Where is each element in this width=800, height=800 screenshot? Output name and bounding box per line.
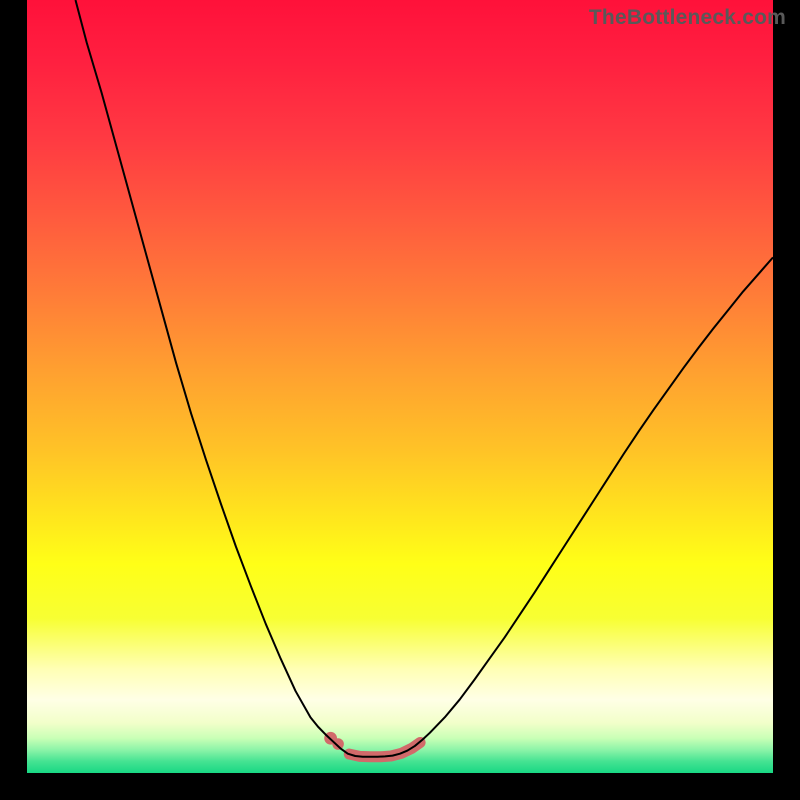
highlight-marker [332,738,344,750]
chart-stage: TheBottleneck.com [0,0,800,800]
watermark-text: TheBottleneck.com [589,6,786,30]
gradient-background [27,0,773,773]
bottleneck-chart [0,0,800,800]
